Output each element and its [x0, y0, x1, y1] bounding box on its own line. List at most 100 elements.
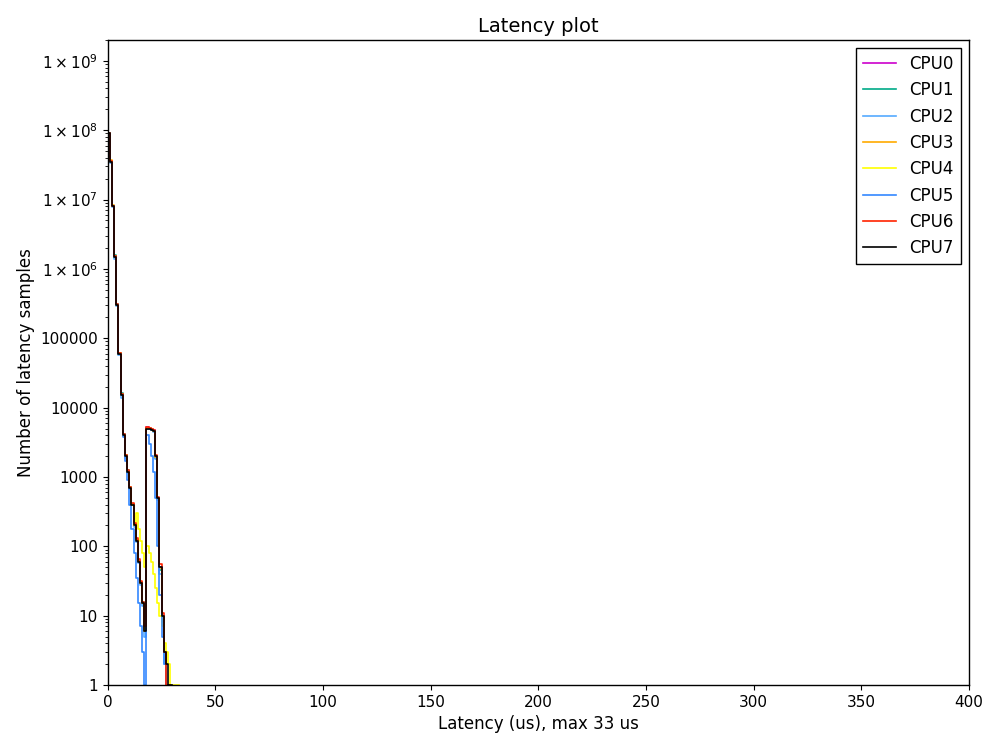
CPU4: [112, 350, 124, 358]
CPU5: [125, 524, 137, 533]
CPU7: [125, 500, 137, 509]
CPU6: [119, 450, 131, 459]
CPU6: [145, 424, 157, 433]
CPU2: [112, 350, 124, 359]
CPU4: [121, 467, 133, 476]
CPU4: [166, 680, 178, 689]
Line: CPU1: CPU1: [108, 133, 166, 685]
CPU2: [153, 569, 165, 578]
CPU2: [156, 618, 168, 627]
CPU1: [112, 348, 124, 357]
CPU6: [143, 424, 155, 433]
CPU1: [102, 128, 114, 137]
CPU4: [115, 391, 127, 400]
CPU4: [110, 301, 122, 310]
CPU1: [160, 680, 172, 689]
CPU2: [134, 580, 146, 590]
CPU6: [130, 534, 142, 543]
CPU3: [119, 451, 131, 460]
CPU1: [151, 494, 163, 503]
CPU4: [108, 252, 120, 261]
CPU7: [138, 626, 150, 635]
CPU3: [102, 128, 114, 137]
Line: CPU6: CPU6: [108, 134, 168, 685]
CPU4: [132, 524, 144, 533]
CPU1: [130, 536, 142, 544]
CPU2: [104, 158, 116, 167]
CPU5: [104, 158, 116, 166]
CPU3: [117, 430, 129, 439]
CPU0: [119, 452, 131, 460]
CPU6: [140, 423, 152, 432]
CPU7: [136, 599, 148, 608]
CPU2: [147, 427, 159, 436]
CPU7: [102, 129, 114, 138]
CPU5: [136, 647, 148, 656]
CPU0: [143, 424, 155, 433]
CPU2: [106, 202, 118, 211]
CPU6: [160, 680, 172, 689]
CPU2: [123, 484, 135, 493]
CPU0: [125, 500, 137, 509]
CPU1: [121, 466, 133, 475]
CPU3: [125, 500, 137, 508]
CPU2: [128, 523, 140, 532]
CPU5: [108, 252, 120, 261]
CPU5: [119, 457, 131, 466]
CPU0: [104, 158, 116, 166]
CPU3: [134, 578, 146, 587]
X-axis label: Latency (us), max 33 us: Latency (us), max 33 us: [438, 716, 639, 734]
CPU3: [121, 466, 133, 476]
CPU6: [132, 555, 144, 564]
CPU4: [106, 202, 118, 211]
CPU5: [145, 452, 157, 460]
CPU2: [121, 468, 133, 477]
CPU2: [158, 660, 170, 669]
CPU1: [156, 614, 168, 623]
CPU4: [153, 611, 165, 620]
CPU1: [149, 453, 161, 462]
CPU3: [149, 452, 161, 461]
CPU0: [156, 611, 168, 620]
CPU4: [160, 647, 172, 656]
CPU5: [156, 632, 168, 641]
CPU4: [117, 430, 129, 439]
CPU0: [106, 202, 118, 211]
CPU1: [158, 647, 170, 656]
CPU0: [108, 252, 120, 261]
CPU5: [151, 542, 163, 550]
CPU6: [102, 129, 114, 138]
CPU0: [121, 467, 133, 476]
CPU4: [158, 639, 170, 648]
CPU4: [123, 483, 135, 492]
CPU3: [162, 680, 174, 689]
CPU7: [143, 424, 155, 433]
CPU3: [132, 556, 144, 566]
CPU6: [108, 251, 120, 260]
Line: CPU7: CPU7: [108, 134, 170, 685]
CPU6: [136, 597, 148, 606]
CPU1: [104, 157, 116, 166]
CPU6: [125, 499, 137, 508]
CPU2: [138, 632, 150, 641]
CPU0: [158, 647, 170, 656]
CPU4: [136, 548, 148, 557]
CPU2: [136, 601, 148, 610]
CPU4: [138, 562, 150, 572]
CPU1: [140, 424, 152, 433]
CPU6: [112, 348, 124, 357]
CPU7: [117, 430, 129, 439]
CPU7: [132, 557, 144, 566]
CPU6: [106, 201, 118, 210]
CPU0: [130, 536, 142, 545]
CPU2: [151, 496, 163, 505]
CPU4: [164, 680, 176, 689]
CPU4: [134, 536, 146, 545]
CPU2: [140, 424, 152, 433]
CPU7: [160, 660, 172, 669]
CPU6: [151, 493, 163, 502]
CPU3: [104, 156, 116, 165]
CPU3: [110, 300, 122, 309]
Line: CPU4: CPU4: [108, 134, 177, 685]
CPU3: [145, 425, 157, 434]
